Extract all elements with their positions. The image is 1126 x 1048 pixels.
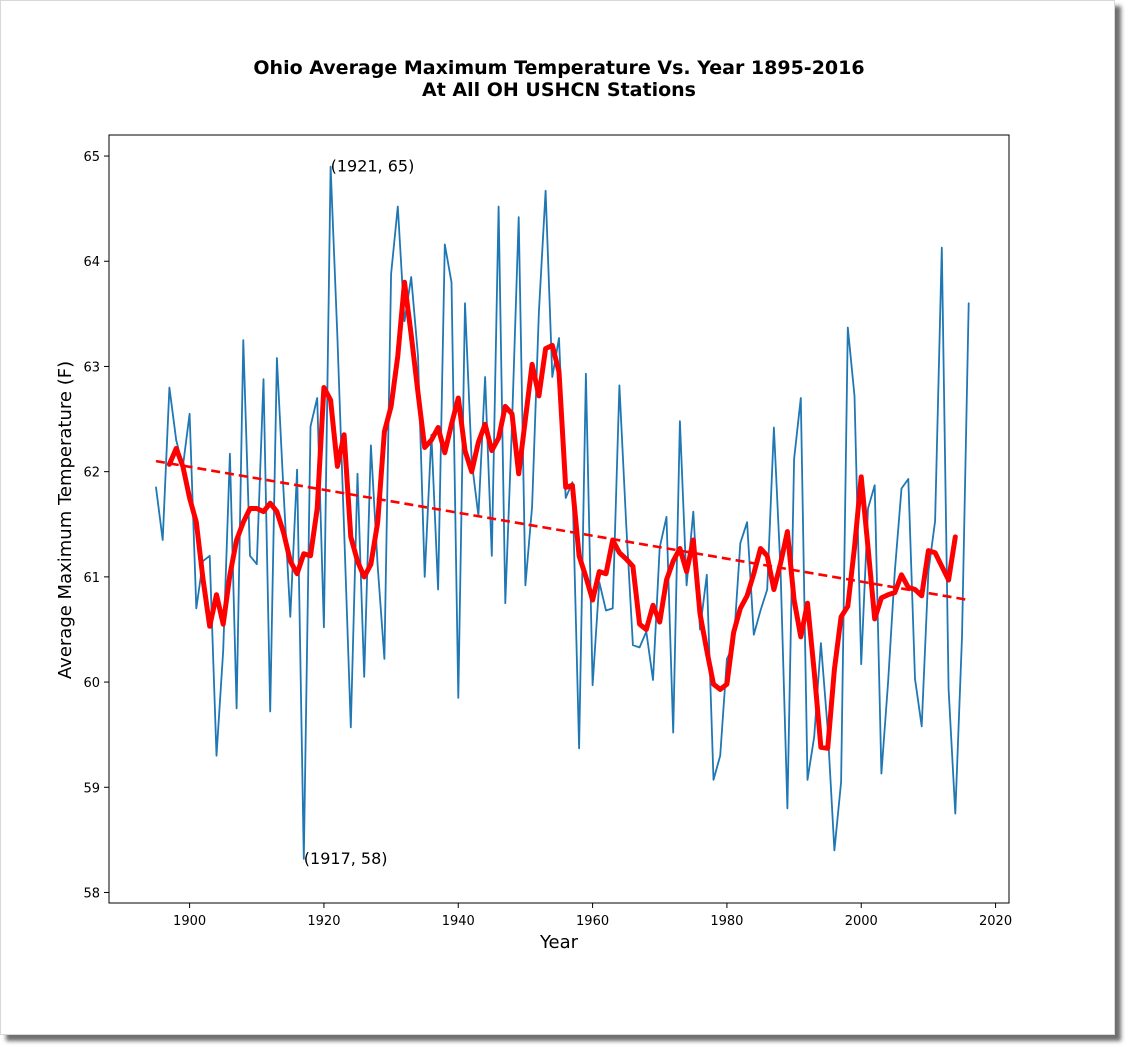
x-axis-label: Year: [539, 932, 579, 953]
x-tick-label: 1960: [576, 914, 609, 929]
x-tick-label: 1940: [442, 914, 475, 929]
annotation-layer: (1921, 65) (1917, 58): [304, 157, 415, 868]
plot-area-frame: [108, 134, 1010, 904]
annotation-2: (1917, 58): [304, 849, 388, 868]
series-line-2: [166, 279, 958, 751]
tick-layer: 1900 1920 1940 1960 1980 2000 2020 58 59 60 61 62 63…: [83, 150, 1012, 929]
y-tick-label: 65: [83, 150, 100, 165]
annotation-1: (1921, 65): [331, 157, 415, 176]
x-tick-label: 1900: [173, 914, 206, 929]
y-tick-label: 61: [83, 571, 100, 586]
x-tick-label: 2000: [845, 914, 878, 929]
x-tick-label: 1980: [710, 914, 743, 929]
y-axis-label: Average Maximum Temperature (F): [55, 361, 76, 679]
series-line-3: [155, 459, 969, 602]
y-tick-label: 60: [83, 676, 100, 691]
y-tick-label: 59: [83, 781, 100, 796]
chart-subtitle: At All OH USHCN Stations: [422, 79, 696, 101]
y-tick-label: 58: [83, 886, 100, 901]
y-tick-label: 62: [83, 466, 100, 481]
x-tick-label: 1920: [307, 914, 340, 929]
x-tick-label: 2020: [979, 914, 1012, 929]
y-tick-label: 63: [83, 360, 100, 375]
figure-frame: Ohio Average Maximum Temperature Vs. Yea…: [0, 0, 1115, 1035]
chart: Ohio Average Maximum Temperature Vs. Yea…: [55, 57, 1012, 953]
y-tick-label: 64: [83, 255, 100, 270]
chart-title: Ohio Average Maximum Temperature Vs. Yea…: [253, 57, 864, 79]
series-layer: [155, 165, 970, 860]
